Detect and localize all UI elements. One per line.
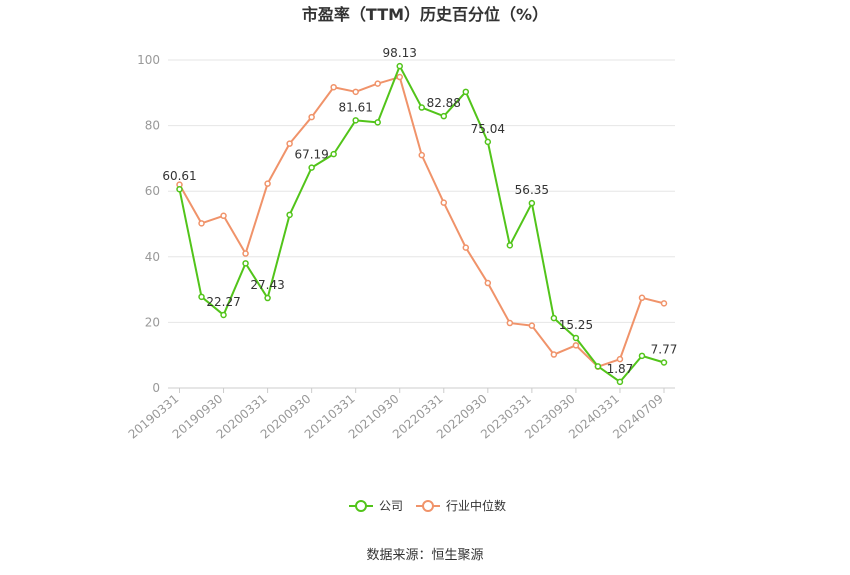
data-point [462,88,470,96]
data-label: 1.87 [607,362,634,376]
data-point [220,212,227,220]
y-tick-label: 0 [152,381,160,395]
data-point [286,140,293,147]
data-label: 7.77 [651,343,678,357]
data-label: 56.35 [515,183,549,197]
series-line-0 [178,65,665,383]
data-point [352,88,359,96]
data-point [198,293,205,301]
y-tick-label: 40 [145,250,160,264]
data-point [242,260,249,267]
data-label: 81.61 [339,100,373,114]
legend-label: 公司 [379,499,403,513]
data-point [462,244,470,251]
legend-label: 行业中位数 [446,498,506,513]
data-point [506,242,514,249]
data-point [660,359,668,366]
data-point [616,378,624,386]
grid-lines [168,59,675,389]
data-point [374,80,381,87]
data-label: 75.04 [471,122,505,136]
series-layer [176,62,668,386]
data-label: 27.43 [250,278,284,292]
legend-swatch-marker [355,500,367,512]
data-point [220,311,227,319]
data-point [616,355,624,363]
data-label: 67.19 [294,148,328,162]
data-point [594,363,602,370]
data-label: 15.25 [559,318,593,332]
y-tick-label: 100 [137,53,160,67]
data-point [176,185,183,193]
y-tick-label: 20 [145,315,160,329]
data-point [418,151,425,159]
data-label: 60.61 [162,169,196,183]
data-point [638,352,646,360]
data-point [396,62,403,70]
legend-swatch-marker [422,500,434,512]
data-label: 22.27 [206,295,240,309]
data-point [330,83,337,91]
data-point [286,211,293,219]
y-tick-label: 60 [145,184,160,198]
data-point [352,117,359,124]
data-label: 82.88 [427,96,461,110]
data-point [528,199,536,207]
source-note: 数据来源：恒生聚源 [366,548,483,563]
data-point [506,319,514,327]
x-axis: 2019033120190930202003312020093020210331… [126,388,666,442]
data-point [550,351,558,358]
data-point [484,138,492,146]
legend[interactable]: 公司 行业中位数 [349,498,506,513]
data-point [264,180,271,187]
y-axis-ticks: 0 20 40 60 80 100 [137,53,160,395]
data-point [242,250,249,257]
data-point [440,199,448,206]
data-point [308,113,315,121]
data-point [396,73,403,81]
chart-title: 市盈率（TTM）历史百分位（%） [302,5,548,24]
data-labels: 60.61 22.27 27.43 67.19 81.61 98.13 82.88 75.04… [162,46,677,376]
data-point [660,300,668,307]
data-point [330,150,337,158]
data-point [374,119,381,126]
data-label: 98.13 [383,46,417,60]
data-point [198,220,205,227]
y-tick-label: 80 [145,119,160,133]
data-point [418,104,425,111]
data-point [308,164,315,171]
data-point [264,294,271,302]
data-point [528,322,536,329]
data-point [550,314,558,322]
data-point [638,294,646,302]
data-point [484,279,492,287]
data-point [572,342,580,349]
data-point [440,112,448,120]
data-point [572,334,580,342]
